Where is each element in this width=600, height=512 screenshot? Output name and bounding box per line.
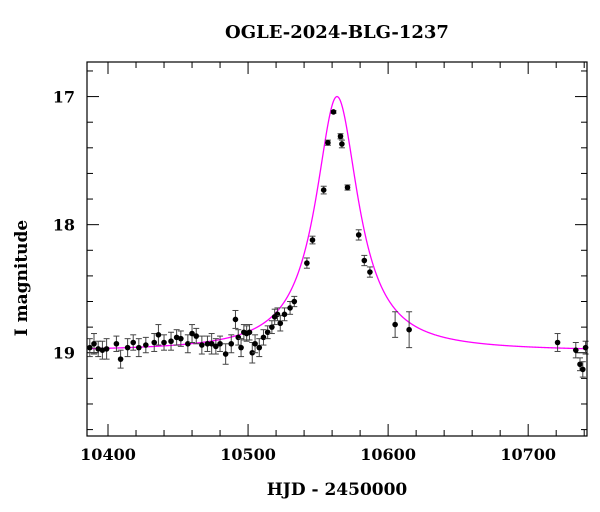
data-point xyxy=(124,344,131,351)
chart-title: OGLE-2024-BLG-1237 xyxy=(225,22,449,43)
data-point xyxy=(392,321,398,328)
data-point xyxy=(228,340,235,347)
data-point xyxy=(339,141,345,147)
data-point xyxy=(143,342,149,348)
y-tick-label: 19 xyxy=(53,344,75,363)
data-points xyxy=(86,109,589,378)
data-point xyxy=(222,351,229,357)
data-point xyxy=(281,311,288,318)
tick-labels: 10400 10500 10600 10700 17 18 19 xyxy=(53,88,556,464)
data-point xyxy=(199,342,205,348)
data-point xyxy=(117,356,124,362)
data-point xyxy=(577,361,583,368)
y-tick-label: 18 xyxy=(53,216,75,235)
data-point xyxy=(309,237,316,243)
data-point xyxy=(178,335,184,342)
data-point xyxy=(277,320,284,327)
x-tick-label: 10700 xyxy=(500,445,556,464)
data-point xyxy=(204,340,211,347)
y-axis-label: I magnitude xyxy=(12,219,32,337)
data-point xyxy=(208,340,215,347)
data-point xyxy=(238,344,244,351)
data-point xyxy=(99,347,106,353)
data-point xyxy=(304,260,310,266)
data-point xyxy=(91,340,97,347)
data-point xyxy=(330,109,337,115)
data-point xyxy=(193,333,200,339)
plot-frame xyxy=(86,61,588,437)
data-point xyxy=(113,340,120,347)
data-point xyxy=(87,344,93,351)
data-point xyxy=(572,347,579,353)
data-point xyxy=(217,340,223,347)
data-point xyxy=(264,329,271,336)
data-point xyxy=(320,187,327,193)
y-tick-label: 17 xyxy=(53,88,75,107)
data-point xyxy=(95,346,102,352)
data-point xyxy=(235,334,242,341)
data-point xyxy=(130,339,137,346)
data-point xyxy=(173,334,180,341)
data-point xyxy=(337,133,344,140)
data-point xyxy=(189,330,195,337)
data-point xyxy=(161,339,167,346)
x-tick-label: 10400 xyxy=(80,445,136,464)
data-point xyxy=(185,340,191,347)
data-point xyxy=(361,257,368,264)
data-point xyxy=(344,184,351,191)
axis-ticks xyxy=(87,62,587,436)
data-point xyxy=(213,343,219,350)
data-point xyxy=(554,339,561,346)
data-point xyxy=(355,232,362,238)
data-point xyxy=(274,311,281,318)
data-point xyxy=(136,344,142,351)
data-point xyxy=(291,298,298,305)
data-point xyxy=(287,305,293,311)
data-point xyxy=(168,338,174,345)
data-point xyxy=(269,324,275,330)
data-point xyxy=(252,340,258,347)
data-point xyxy=(367,269,373,275)
data-point xyxy=(151,339,158,346)
data-point xyxy=(406,326,412,333)
x-tick-label: 10600 xyxy=(360,445,416,464)
data-point xyxy=(260,334,267,341)
data-point xyxy=(256,344,263,351)
x-tick-label: 10500 xyxy=(220,445,276,464)
data-point xyxy=(325,139,331,146)
x-axis-label: HJD - 2450000 xyxy=(266,480,408,500)
data-point xyxy=(103,346,110,352)
model-curve xyxy=(86,95,588,350)
data-point xyxy=(579,366,586,373)
data-point xyxy=(232,316,239,323)
model-fit xyxy=(86,95,588,350)
data-point xyxy=(155,332,162,338)
data-point xyxy=(246,329,253,336)
